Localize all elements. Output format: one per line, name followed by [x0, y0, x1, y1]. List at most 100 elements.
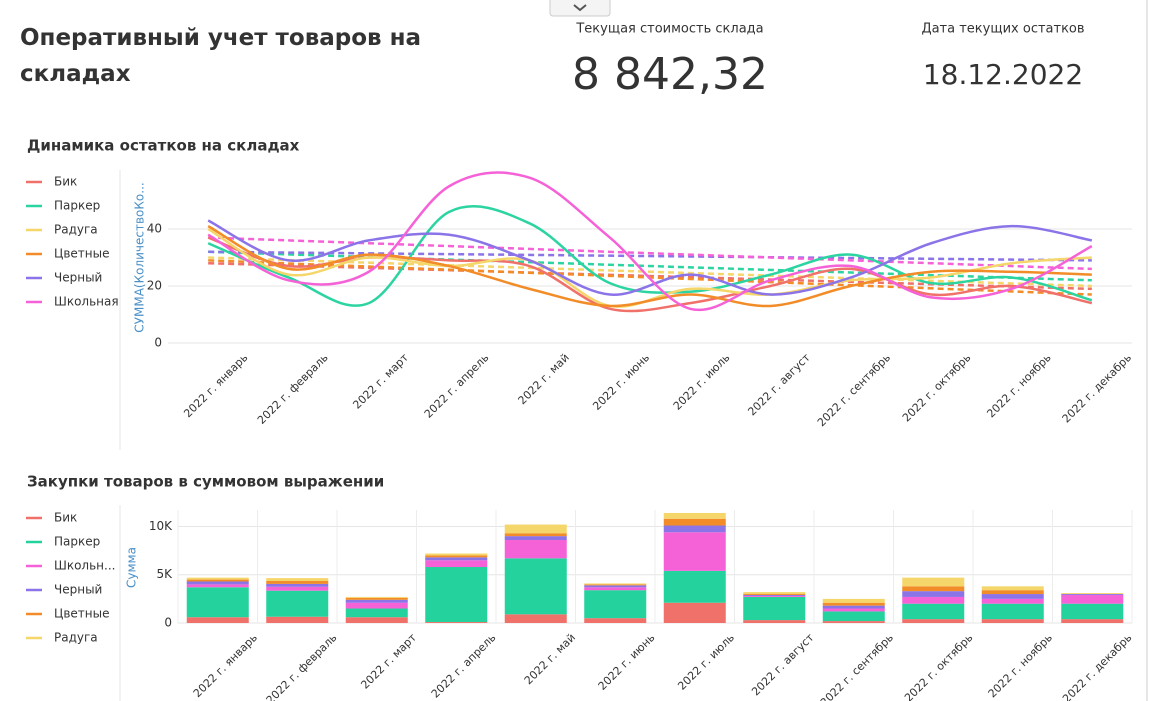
- bar-segment: [663, 570, 726, 603]
- trend-line: [208, 250, 1092, 282]
- bar-segment: [345, 602, 408, 609]
- legend-label: Радуга: [54, 631, 98, 645]
- bar-segment: [186, 584, 249, 588]
- bar-segment: [902, 577, 965, 587]
- bar-segment: [663, 525, 726, 533]
- bar-segment: [584, 587, 647, 591]
- bar-segment: [981, 590, 1044, 595]
- bar-segment: [504, 536, 567, 540]
- bar-segment: [584, 618, 647, 623]
- bar-segment: [743, 592, 806, 595]
- bar-segment: [266, 581, 329, 584]
- bar-segment: [425, 567, 488, 623]
- bar-segment: [663, 532, 726, 571]
- y-tick-label: 5K: [156, 567, 173, 581]
- bar-segment: [186, 577, 249, 580]
- trend-line: [208, 256, 1092, 288]
- bar-segment: [186, 617, 249, 623]
- y-axis-label: СУММА(КоличествоКо...: [133, 182, 147, 332]
- bar-segment: [504, 539, 567, 559]
- legend-label: Паркер: [54, 535, 100, 549]
- title-line: Оперативный учет товаров на: [20, 25, 421, 51]
- legend-label: Бик: [54, 175, 77, 189]
- bar-segment: [822, 598, 885, 603]
- bar-segment: [425, 553, 488, 556]
- bar-segment: [425, 555, 488, 558]
- bar-segment: [345, 596, 408, 598]
- bar-segment: [822, 608, 885, 612]
- series-line: [207, 171, 1093, 312]
- bar-segment: [822, 611, 885, 622]
- bar-segment: [743, 620, 806, 623]
- series-line: [207, 225, 1092, 308]
- y-tick-label: 0: [164, 616, 172, 630]
- trend-line: [208, 261, 1092, 291]
- kpi-value: 8 842,32: [572, 49, 768, 100]
- bar-segment: [1061, 603, 1124, 620]
- bar-segment: [902, 591, 965, 597]
- collapse-tab[interactable]: [549, 0, 611, 17]
- legend-label: Школьн...: [54, 559, 115, 573]
- bar-segment: [504, 614, 567, 623]
- kpi-value: 18.12.2022: [923, 58, 1083, 91]
- bar-segment: [1061, 593, 1124, 595]
- y-tick-label: 20: [147, 279, 162, 293]
- bar-segment: [345, 599, 408, 603]
- legend-label: Школьная: [54, 295, 119, 309]
- series-line: [207, 219, 1093, 296]
- bar-segment: [425, 557, 488, 561]
- bar-segment: [345, 617, 408, 623]
- bar-segment: [663, 602, 726, 623]
- bar-segment: [822, 621, 885, 623]
- bar-segment: [186, 587, 249, 618]
- bar-segment: [584, 583, 647, 585]
- bar-segment: [345, 608, 408, 618]
- title-line: складах: [20, 61, 131, 87]
- bar-segment: [743, 594, 806, 596]
- bar-segment: [504, 533, 567, 537]
- bar-segment: [981, 619, 1044, 623]
- legend-label: Черный: [54, 583, 102, 597]
- legend-label: Цветные: [54, 607, 109, 621]
- bar-segment: [584, 585, 647, 588]
- bar-segment: [266, 583, 329, 587]
- bar-segment: [584, 584, 647, 586]
- dashboard-title: Оперативный учет товаров на складах: [20, 25, 421, 87]
- bar-segment: [743, 595, 806, 596]
- trend-line: [208, 236, 1092, 271]
- bar-segment: [345, 597, 408, 600]
- bar-segment: [902, 596, 965, 604]
- bar-segment: [186, 579, 249, 582]
- bar-segment: [266, 586, 329, 591]
- bar-segment: [266, 616, 329, 623]
- bar-segment: [584, 590, 647, 619]
- bar-segment: [266, 578, 329, 582]
- y-tick-label: 10K: [149, 519, 173, 533]
- bar-segment: [1061, 594, 1124, 596]
- bar-segment: [981, 598, 1044, 604]
- y-tick-label: 0: [154, 336, 162, 350]
- kpi-label: Дата текущих остатков: [921, 22, 1084, 37]
- bar-segment: [981, 603, 1044, 620]
- legend-label: Бик: [54, 511, 77, 525]
- bar-segment: [266, 590, 329, 617]
- bar-segment: [1061, 619, 1124, 623]
- bar-segment: [981, 586, 1044, 591]
- bar-segment: [902, 619, 965, 623]
- trend-line: [208, 250, 1092, 262]
- bar-segment: [822, 602, 885, 606]
- y-axis-label: Сумма: [125, 547, 139, 588]
- y-tick-label: 40: [147, 222, 162, 236]
- bar-segment: [425, 622, 488, 623]
- bar-segment: [822, 605, 885, 609]
- bar-segment: [902, 586, 965, 592]
- bar-segment: [504, 524, 567, 534]
- chart-title: Закупки товаров в суммовом выражении: [27, 473, 384, 491]
- chart-title: Динамика остатков на складах: [27, 137, 300, 155]
- bar-segment: [186, 581, 249, 585]
- bar-segment: [1061, 595, 1124, 604]
- legend-label: Черный: [54, 271, 102, 285]
- legend-label: Радуга: [54, 223, 98, 237]
